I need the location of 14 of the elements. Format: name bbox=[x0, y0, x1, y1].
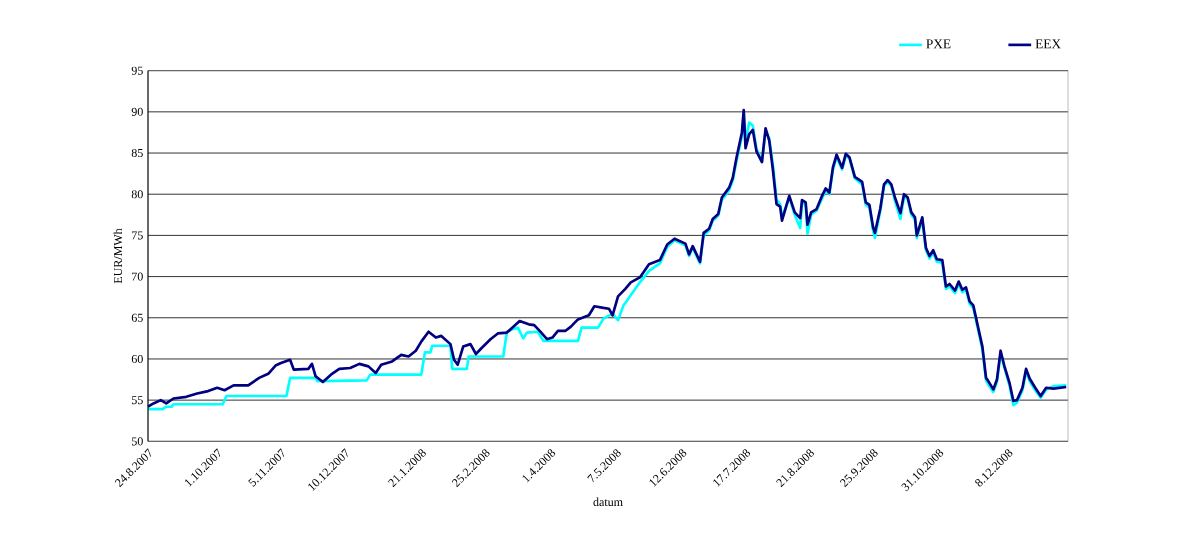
y-tick-label: 65 bbox=[131, 313, 143, 322]
y-tick-label: 55 bbox=[131, 396, 143, 405]
y-tick-label: 75 bbox=[132, 231, 143, 240]
y-tick-label: 95 bbox=[131, 66, 143, 75]
y-tick-label: 80 bbox=[131, 190, 143, 199]
x-axis-title: datum bbox=[593, 497, 623, 507]
y-tick-label: 90 bbox=[131, 107, 143, 116]
y-tick-label: 50 bbox=[131, 437, 143, 446]
y-tick-label: 70 bbox=[132, 272, 143, 281]
legend-label: EEX bbox=[1035, 39, 1061, 49]
legend-label: PXE bbox=[926, 39, 951, 49]
y-tick-label: 60 bbox=[131, 354, 143, 364]
y-tick-label: 85 bbox=[131, 148, 143, 158]
y-axis-title: EUR/MWh bbox=[113, 228, 123, 284]
